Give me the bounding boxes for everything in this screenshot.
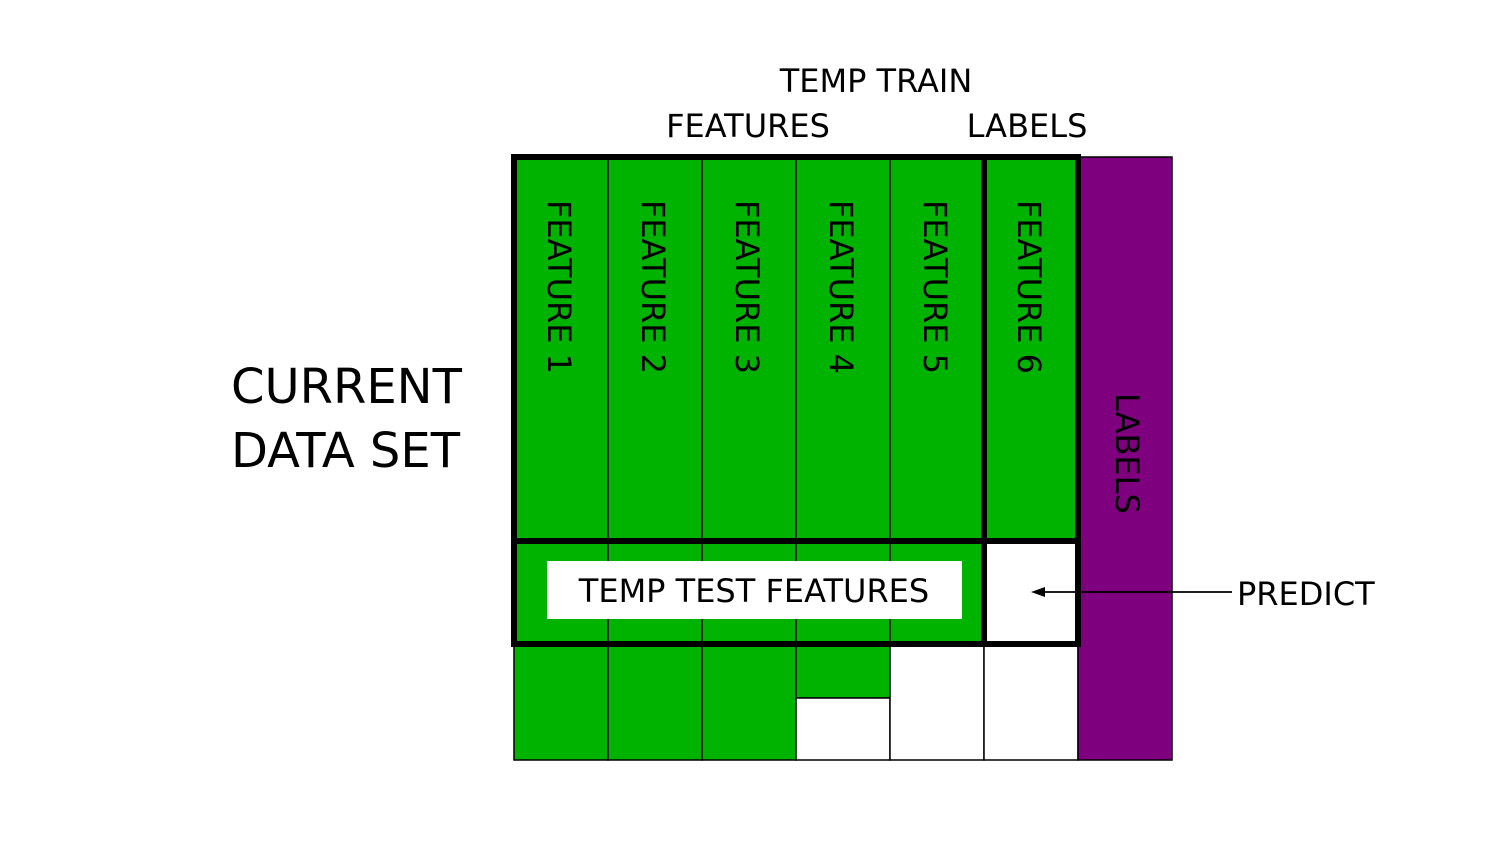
feature-column-1 xyxy=(513,156,609,761)
feature-column-6-missing xyxy=(983,540,1079,761)
predict-label: PREDICT xyxy=(1237,575,1375,613)
temp-test-features-label-box xyxy=(547,561,962,619)
temp-train-features-title: FEATURES xyxy=(666,107,830,145)
feature-column-2 xyxy=(607,156,703,761)
temp-train-title: TEMP TRAIN xyxy=(779,62,973,100)
column-label-2: FEATURE 2 xyxy=(634,200,672,374)
labels-column-label: LABELS xyxy=(1108,393,1146,514)
current-data-set-line2: DATA SET xyxy=(231,423,461,479)
predict-arrow-head xyxy=(1031,587,1045,597)
labels-column xyxy=(1077,156,1173,761)
column-label-5: FEATURE 5 xyxy=(916,200,954,374)
temp-test-features-label: TEMP TEST FEATURES xyxy=(578,572,929,610)
current-data-set-line1: CURRENT xyxy=(231,359,463,415)
feature-column-4-missing xyxy=(795,697,891,761)
column-label-4: FEATURE 4 xyxy=(822,200,860,374)
column-label-1: FEATURE 1 xyxy=(540,200,578,374)
column-label-3: FEATURE 3 xyxy=(728,200,766,374)
feature-columns xyxy=(513,156,1079,761)
temp-train-labels-title: LABELS xyxy=(967,107,1088,145)
column-label-6: FEATURE 6 xyxy=(1010,200,1048,374)
feature-column-5-missing xyxy=(889,644,985,761)
feature-column-6 xyxy=(983,156,1079,542)
